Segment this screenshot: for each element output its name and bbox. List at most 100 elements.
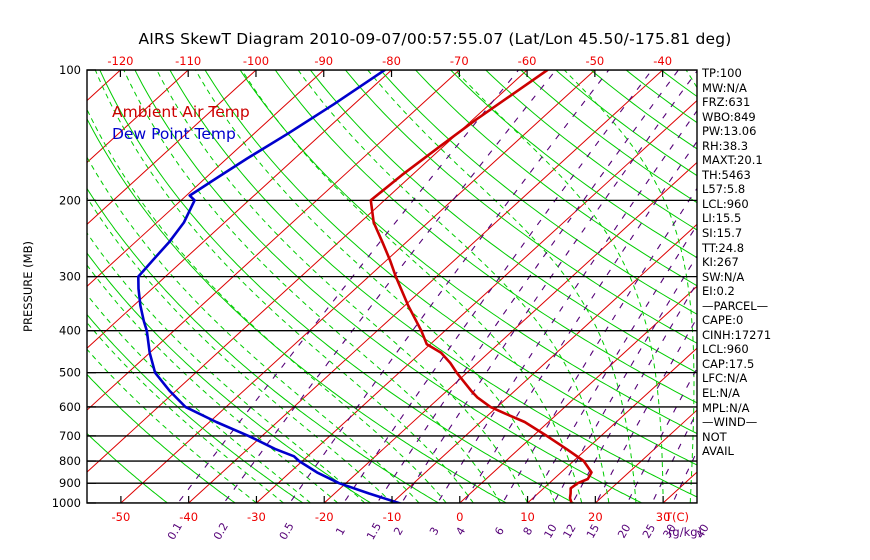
mixing-ratio-tick-label: 4 <box>454 525 469 538</box>
bottom-temp-tick-label: -20 <box>315 510 334 524</box>
pressure-tick-label: 600 <box>59 400 81 414</box>
mixing-ratio-line <box>571 281 697 503</box>
pressure-tick-label: 1000 <box>52 496 81 510</box>
moist-adiabat-line <box>156 70 529 503</box>
moist-adiabat-line <box>87 294 311 503</box>
mixing-ratio-tick-label: 30 <box>660 522 678 541</box>
dry-adiabat-line <box>239 70 697 435</box>
page-title: AIRS SkewT Diagram 2010-09-07/00:57:55.0… <box>138 30 732 48</box>
parameter-item: CAPE:0 <box>702 313 744 328</box>
mixing-ratio-tick-label: 12 <box>560 522 578 541</box>
bottom-temp-tick-label: 20 <box>588 510 603 524</box>
dry-adiabat-line <box>449 70 697 259</box>
pressure-tick-label: 500 <box>59 366 81 380</box>
parameter-item: NOT <box>702 429 727 444</box>
moist-adiabat-line <box>87 264 339 503</box>
parameter-item: LCL:960 <box>702 342 749 357</box>
mixing-ratio-tick-label: 8 <box>521 525 536 538</box>
moist-adiabat-line <box>94 70 474 503</box>
mixing-ratio-tick-label: 2 <box>391 525 406 538</box>
pressure-tick-label: 400 <box>59 324 81 338</box>
isotherm-line <box>120 70 596 503</box>
top-temp-tick-label: -70 <box>450 54 469 68</box>
parameter-item: SI:15.7 <box>702 226 743 241</box>
parameter-item: KI:267 <box>702 255 739 270</box>
mixing-ratio-line <box>289 70 610 503</box>
y-axis-label: PRESSURE (MB) <box>21 241 35 332</box>
bottom-temp-tick-label: -40 <box>179 510 198 524</box>
parameter-item: WBO:849 <box>702 109 756 124</box>
moist-adiabat-line <box>454 70 664 503</box>
mixing-ratio-line <box>553 254 697 503</box>
isotherm-line <box>87 70 392 349</box>
dry-adiabat-line <box>87 313 304 503</box>
top-temp-tick-label: -90 <box>314 54 333 68</box>
parameter-item: CAP:17.5 <box>702 356 755 371</box>
parameter-item: LI:15.5 <box>702 211 742 226</box>
moist-adiabat-line <box>367 70 637 503</box>
dry-adiabat-line <box>87 373 236 503</box>
mixing-ratio-tick-label: 25 <box>640 522 658 541</box>
moist-adiabat-line <box>87 348 257 503</box>
isotherm-line <box>188 70 663 503</box>
parameter-item: MW:N/A <box>702 80 747 95</box>
parameter-item: CINH:17271 <box>702 327 772 342</box>
isotherm-line <box>594 409 697 503</box>
bottom-temp-tick-label: 30 <box>656 510 671 524</box>
moist-adiabat-line <box>87 321 284 503</box>
parameter-item: EL:N/A <box>702 386 740 401</box>
mixing-ratio-tick-label: 1 <box>333 525 348 538</box>
dry-adiabat-line <box>169 70 697 498</box>
mixing-ratio-tick-label: 3 <box>427 525 442 538</box>
mixing-ratio-line <box>595 317 697 503</box>
dry-adiabat-line <box>204 70 697 466</box>
moist-adiabat-line <box>87 196 393 503</box>
top-temp-tick-label: -50 <box>585 54 604 68</box>
mixing-ratio-tick-label: 0.5 <box>277 520 297 542</box>
dry-adiabat-line <box>309 70 697 374</box>
pressure-tick-label: 900 <box>59 476 81 490</box>
isotherm-line <box>391 223 697 503</box>
parameter-item: PW:13.06 <box>702 124 757 139</box>
isotherm-line <box>87 70 189 164</box>
moist-adiabat-line <box>87 232 366 503</box>
isotherm-line <box>87 70 325 287</box>
mixing-ratio-line <box>223 70 557 503</box>
parameter-item: LCL:960 <box>702 196 749 211</box>
dry-adiabat-line <box>414 70 697 287</box>
bottom-temp-tick-label: 0 <box>456 510 463 524</box>
parameter-list: TP:100 MW:N/A FRZ:631 WBO:849 PW:13.06 RH:38.… <box>702 66 822 459</box>
legend-ambient-label: Ambient Air Temp <box>112 103 250 121</box>
dry-adiabat-line <box>859 62 870 272</box>
legend-dewpoint-label: Dew Point Temp <box>112 125 236 143</box>
mixing-ratio-line <box>436 109 697 503</box>
parameter-item: L57:5.8 <box>702 182 746 197</box>
dewpoint-temp-curve <box>137 70 404 503</box>
x-axis-temp-label: T(C) <box>664 510 689 524</box>
isotherm-line <box>87 70 528 473</box>
moist-adiabat-line <box>563 70 695 503</box>
parameter-item: RH:38.3 <box>702 138 749 153</box>
bottom-temp-tick-label: -30 <box>247 510 266 524</box>
dry-adiabat-line <box>87 187 440 503</box>
mixing-ratio-tick-label: 10 <box>542 522 560 541</box>
top-temp-tick-label: -40 <box>653 54 672 68</box>
isotherm-line <box>256 99 697 503</box>
top-temp-tick-label: -60 <box>518 54 537 68</box>
top-temp-tick-label: -120 <box>107 54 133 68</box>
parameter-item: EI:0.2 <box>702 284 735 299</box>
mixing-ratio-line <box>530 224 697 503</box>
parameter-item: MAXT:20.1 <box>702 153 763 168</box>
dry-adiabat-line <box>379 70 697 315</box>
mixing-ratio-tick-label: 0.2 <box>211 520 231 542</box>
top-temp-tick-label: -110 <box>175 54 201 68</box>
mixing-ratio-line <box>501 187 697 503</box>
parameter-item: TP:100 <box>702 66 742 80</box>
bottom-temp-tick-label: -50 <box>111 510 130 524</box>
pressure-tick-label: 300 <box>59 270 81 284</box>
pressure-tick-label: 700 <box>59 429 81 443</box>
dry-adiabat-line <box>87 117 508 503</box>
top-temp-tick-label: -100 <box>243 54 269 68</box>
